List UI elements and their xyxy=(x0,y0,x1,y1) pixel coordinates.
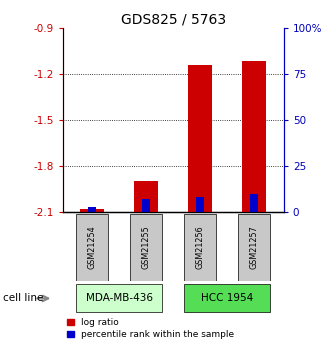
Bar xyxy=(196,197,204,212)
Bar xyxy=(242,61,266,212)
Bar xyxy=(142,199,150,212)
Bar xyxy=(134,181,158,212)
FancyBboxPatch shape xyxy=(238,214,270,281)
Bar xyxy=(188,65,212,212)
Bar xyxy=(80,209,105,212)
FancyBboxPatch shape xyxy=(130,214,162,281)
Title: GDS825 / 5763: GDS825 / 5763 xyxy=(121,12,226,27)
Text: GSM21257: GSM21257 xyxy=(249,226,259,269)
Bar xyxy=(250,194,258,212)
Text: HCC 1954: HCC 1954 xyxy=(201,294,253,303)
Legend: log ratio, percentile rank within the sample: log ratio, percentile rank within the sa… xyxy=(67,318,234,339)
Bar xyxy=(88,207,96,212)
Text: GSM21256: GSM21256 xyxy=(196,226,205,269)
FancyBboxPatch shape xyxy=(77,214,108,281)
Text: GSM21255: GSM21255 xyxy=(142,226,151,269)
Text: MDA-MB-436: MDA-MB-436 xyxy=(86,294,153,303)
FancyBboxPatch shape xyxy=(184,284,270,313)
Text: GSM21254: GSM21254 xyxy=(88,226,97,269)
FancyBboxPatch shape xyxy=(184,214,216,281)
FancyBboxPatch shape xyxy=(77,284,162,313)
Text: cell line: cell line xyxy=(3,294,44,303)
